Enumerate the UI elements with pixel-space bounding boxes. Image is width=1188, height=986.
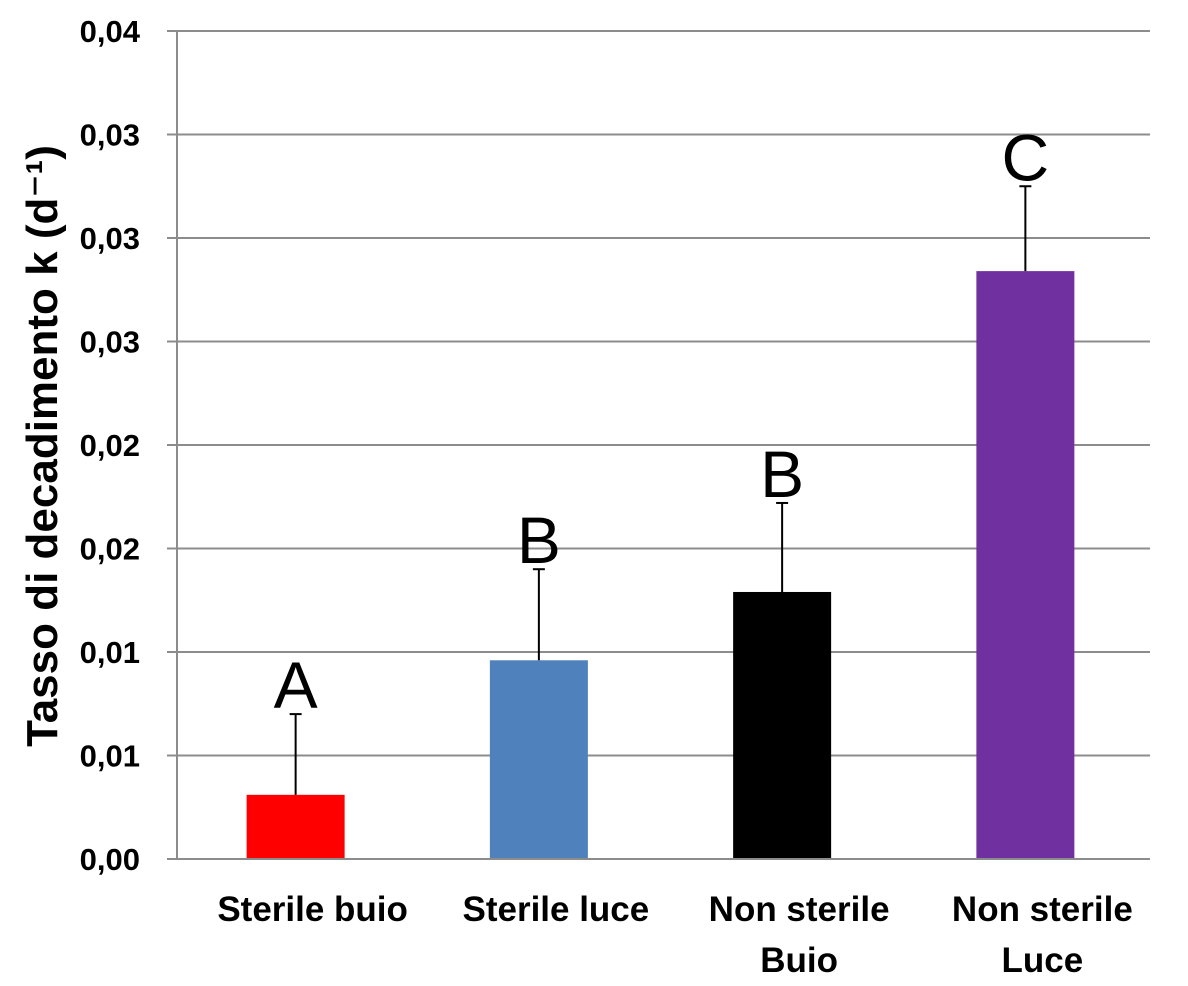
- y-tick-label-3: 0,02: [80, 532, 140, 567]
- significance-label-2: B: [517, 503, 561, 577]
- y-tick-label-7: 0,03: [80, 118, 140, 153]
- y-tick-label-5: 0,03: [80, 325, 140, 360]
- bar-4: [976, 271, 1075, 859]
- y-tick-labels: 0,00 0,01 0,01 0,02 0,02 0,03 0,03 0,03 0,04: [80, 14, 141, 877]
- axes: [176, 31, 1150, 860]
- y-tick-label-2: 0,01: [80, 635, 140, 670]
- y-tick-label-6: 0,03: [80, 221, 140, 256]
- category-label-1: Sterile buio: [217, 890, 408, 929]
- bar-1: [246, 794, 345, 859]
- significance-label-4: C: [1002, 120, 1050, 194]
- category-label-line: Buio: [760, 941, 838, 980]
- category-label-line: Non sterile: [952, 890, 1133, 929]
- y-tick-label-1: 0,01: [80, 739, 140, 774]
- bar-3: [733, 591, 832, 859]
- bars: [246, 271, 1075, 859]
- category-label-4: Non sterile Luce: [952, 890, 1133, 980]
- y-tick-label-8: 0,04: [80, 14, 141, 49]
- category-label-line: Sterile luce: [462, 890, 649, 929]
- y-tick-label-0: 0,00: [80, 842, 140, 877]
- y-axis-label: Tasso di decadimento k (d⁻¹): [18, 145, 67, 747]
- category-label-2: Sterile luce: [462, 890, 649, 929]
- significance-label-3: B: [760, 437, 804, 511]
- category-labels: Sterile buio Sterile luce Non sterile BuioN…: [217, 890, 1132, 980]
- bar-2: [489, 660, 588, 859]
- category-label-line: Sterile buio: [217, 890, 408, 929]
- category-label-line: Non sterile: [709, 890, 890, 929]
- category-label-3: Non sterile Buio: [709, 890, 890, 980]
- significance-labels: A B B C: [274, 120, 1050, 722]
- y-tick-label-4: 0,02: [80, 428, 140, 463]
- category-label-line: Luce: [1002, 941, 1084, 980]
- significance-label-1: A: [274, 648, 318, 722]
- error-bars: [289, 185, 1032, 795]
